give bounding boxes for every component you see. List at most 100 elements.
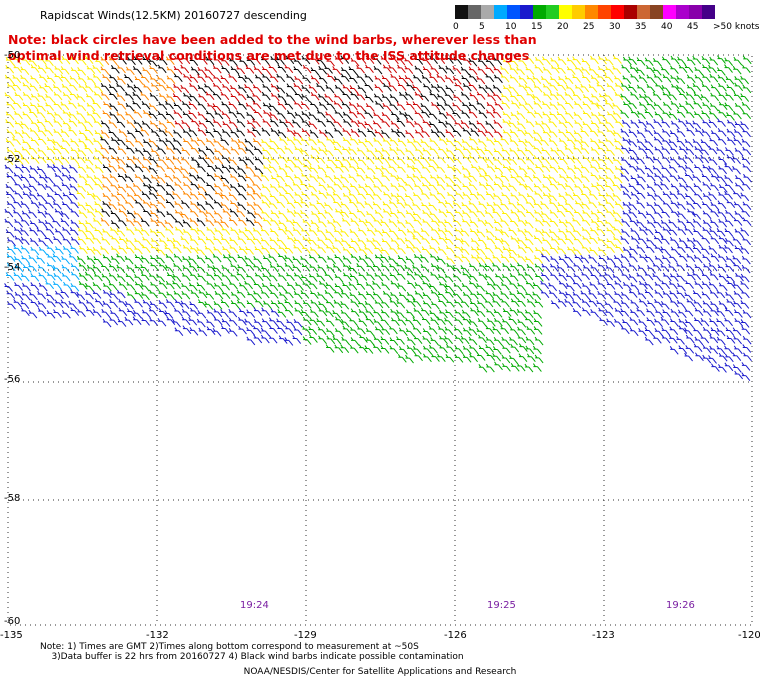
wind-barb bbox=[6, 253, 16, 262]
wind-barb bbox=[103, 101, 112, 110]
wind-barb bbox=[646, 201, 656, 211]
wind-barb bbox=[718, 244, 728, 254]
wind-barb bbox=[84, 271, 94, 281]
wind-barb bbox=[684, 193, 694, 202]
wind-barb bbox=[460, 120, 470, 129]
wind-barb bbox=[109, 173, 119, 183]
wind-barb bbox=[606, 318, 616, 327]
wind-barb bbox=[478, 165, 487, 175]
wind-barb bbox=[654, 318, 663, 328]
wind-barb bbox=[534, 217, 544, 227]
wind-barb bbox=[724, 307, 734, 316]
wind-barb bbox=[741, 138, 751, 148]
wind-barb bbox=[108, 84, 118, 93]
colorbar-swatch bbox=[624, 5, 637, 19]
wind-barb bbox=[238, 282, 248, 292]
wind-barb bbox=[300, 137, 310, 146]
wind-barb bbox=[334, 328, 344, 337]
wind-barb bbox=[29, 191, 38, 201]
wind-barb bbox=[708, 156, 718, 166]
wind-barb bbox=[286, 137, 296, 146]
colorbar-swatch bbox=[611, 5, 624, 19]
wind-barb bbox=[421, 202, 430, 211]
wind-barb bbox=[708, 355, 717, 364]
wind-barb bbox=[605, 208, 615, 218]
wind-barb bbox=[524, 129, 534, 139]
wind-barb bbox=[332, 218, 342, 228]
wind-barb bbox=[436, 181, 446, 191]
wind-barb bbox=[686, 253, 696, 263]
wind-barb bbox=[6, 101, 16, 111]
wind-barb bbox=[622, 56, 632, 66]
wind-barb bbox=[717, 118, 726, 127]
wind-barb bbox=[549, 218, 559, 227]
wind-barb bbox=[404, 264, 414, 274]
wind-barb bbox=[437, 325, 447, 335]
wind-barb bbox=[213, 218, 223, 228]
wind-barb bbox=[61, 182, 71, 191]
wind-barb bbox=[382, 102, 392, 112]
wind-barb bbox=[149, 65, 158, 74]
wind-barb bbox=[653, 136, 663, 146]
wind-barb bbox=[556, 111, 566, 120]
wind-barb bbox=[181, 290, 191, 300]
wind-barb bbox=[573, 100, 583, 110]
wind-barb bbox=[116, 273, 126, 283]
wind-barb bbox=[182, 219, 192, 229]
wind-barb bbox=[662, 74, 672, 83]
wind-barb bbox=[421, 74, 431, 84]
wind-barb bbox=[429, 146, 439, 155]
wind-barb bbox=[117, 318, 127, 327]
wind-barb bbox=[326, 264, 336, 274]
wind-barb bbox=[300, 199, 310, 209]
wind-barb bbox=[653, 219, 663, 228]
wind-barb bbox=[684, 327, 693, 337]
colorbar-label: 0 bbox=[453, 22, 459, 32]
wind-barb bbox=[661, 145, 671, 155]
wind-barb bbox=[245, 156, 254, 165]
wind-barb bbox=[484, 219, 494, 229]
wind-barb bbox=[654, 298, 663, 308]
wind-barb bbox=[270, 308, 280, 318]
wind-barb bbox=[93, 175, 103, 184]
wind-barb bbox=[205, 146, 215, 155]
wind-barb bbox=[118, 128, 128, 138]
wind-barb bbox=[533, 201, 543, 210]
wind-barb bbox=[470, 254, 480, 264]
wind-barb bbox=[620, 93, 630, 103]
colorbar-swatch bbox=[650, 5, 663, 19]
wind-barb bbox=[68, 127, 78, 136]
wind-barb bbox=[348, 174, 358, 183]
wind-barb bbox=[69, 91, 79, 100]
wind-barb bbox=[70, 147, 80, 156]
wind-barb bbox=[646, 83, 656, 93]
wind-barb bbox=[28, 254, 38, 264]
wind-barb bbox=[476, 246, 486, 255]
wind-barb bbox=[732, 236, 742, 246]
wind-barb bbox=[535, 247, 544, 256]
wind-barb bbox=[478, 271, 488, 281]
wind-barb bbox=[221, 154, 231, 164]
wind-barb bbox=[78, 173, 88, 183]
wind-barb bbox=[397, 164, 406, 173]
wind-barb bbox=[542, 66, 552, 76]
wind-barb bbox=[421, 235, 431, 245]
wind-barb bbox=[326, 191, 335, 201]
wind-barb bbox=[85, 202, 95, 211]
wind-barb bbox=[375, 100, 384, 110]
wind-barb bbox=[734, 76, 744, 85]
wind-barb bbox=[22, 102, 32, 111]
wind-barb bbox=[204, 191, 214, 201]
wind-barb bbox=[213, 56, 223, 66]
wind-barb bbox=[445, 354, 455, 363]
wind-barb bbox=[605, 199, 615, 209]
wind-barb bbox=[37, 300, 47, 310]
wind-barb bbox=[237, 201, 247, 211]
wind-barb bbox=[556, 65, 566, 74]
wind-barb bbox=[196, 137, 206, 146]
wind-barb bbox=[438, 119, 447, 128]
wind-barb bbox=[237, 74, 247, 83]
wind-barb bbox=[252, 92, 261, 102]
wind-barb bbox=[4, 92, 14, 101]
wind-barb bbox=[590, 218, 600, 228]
